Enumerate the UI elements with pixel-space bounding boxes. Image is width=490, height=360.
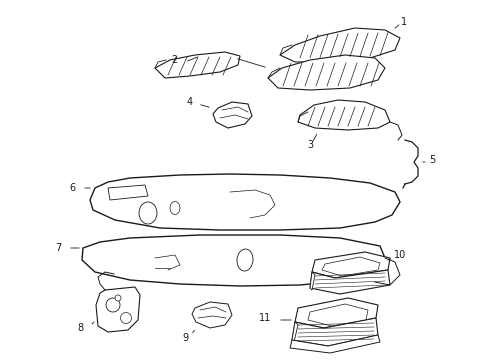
Polygon shape: [192, 302, 232, 328]
Circle shape: [106, 298, 120, 312]
Text: 5: 5: [429, 155, 435, 165]
Polygon shape: [280, 28, 400, 62]
Ellipse shape: [170, 202, 180, 215]
Polygon shape: [310, 272, 315, 290]
Text: 6: 6: [69, 183, 75, 193]
Text: 4: 4: [187, 97, 193, 107]
Circle shape: [121, 312, 131, 324]
Polygon shape: [310, 270, 390, 294]
Polygon shape: [268, 55, 385, 90]
Circle shape: [115, 295, 121, 301]
Polygon shape: [308, 304, 368, 326]
Polygon shape: [298, 100, 390, 130]
Text: 9: 9: [182, 333, 188, 343]
Polygon shape: [292, 322, 298, 342]
Text: 1: 1: [401, 17, 407, 27]
Text: 10: 10: [394, 250, 406, 260]
Text: 8: 8: [77, 323, 83, 333]
Polygon shape: [290, 335, 380, 353]
Polygon shape: [213, 102, 252, 128]
Polygon shape: [312, 252, 390, 278]
Text: 3: 3: [307, 140, 313, 150]
Polygon shape: [295, 298, 378, 328]
Polygon shape: [96, 287, 140, 332]
Text: 11: 11: [259, 313, 271, 323]
Polygon shape: [90, 174, 400, 230]
Text: 7: 7: [55, 243, 61, 253]
Text: 2: 2: [171, 55, 177, 65]
Ellipse shape: [139, 202, 157, 224]
Polygon shape: [108, 185, 148, 200]
Polygon shape: [292, 318, 378, 346]
Ellipse shape: [237, 249, 253, 271]
Polygon shape: [322, 257, 380, 276]
Polygon shape: [155, 52, 240, 78]
Polygon shape: [82, 235, 385, 286]
